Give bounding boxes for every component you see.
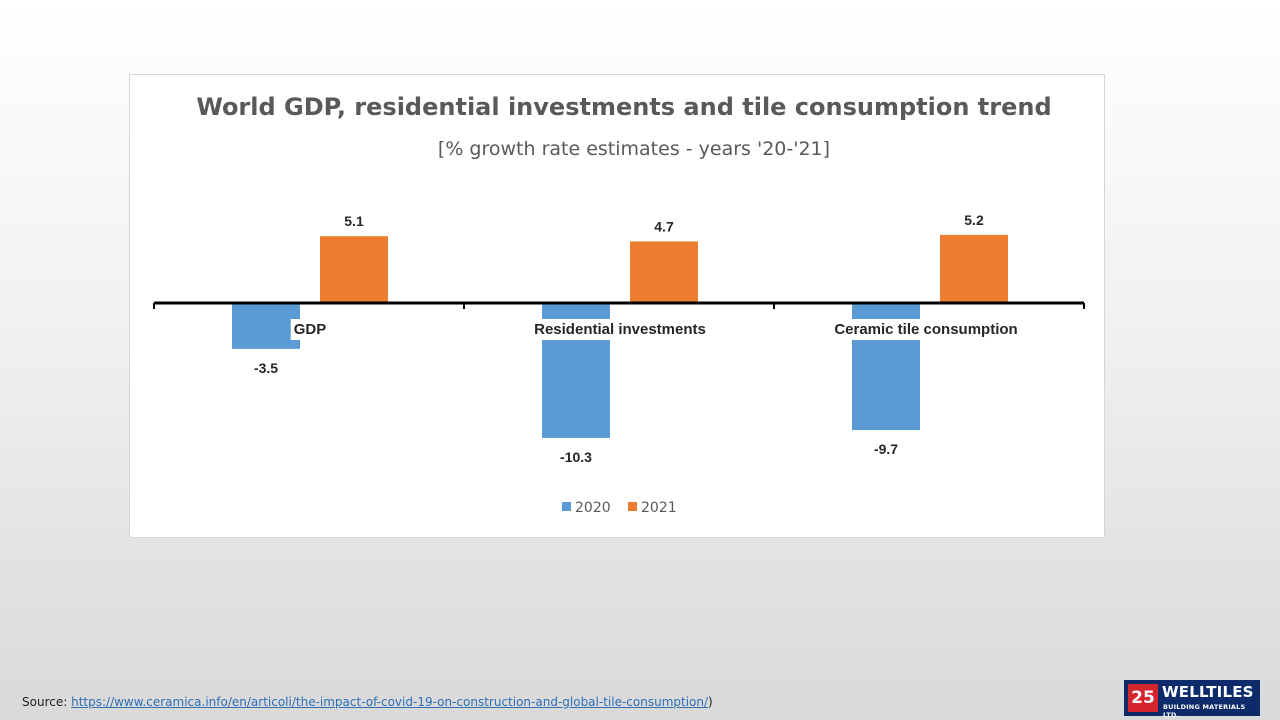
legend-swatch-2021 (628, 502, 637, 511)
legend-swatch-2020 (562, 502, 571, 511)
source-trailing: ) (708, 695, 713, 709)
data-label-2021-0: 5.1 (344, 213, 364, 229)
category-label-bg-2 (831, 319, 1021, 340)
chart-title: World GDP, residential investments and t… (196, 93, 1051, 121)
category-label-0: GDP (294, 321, 327, 338)
welltiles-logo: 25 WELLTILES BUILDING MATERIALS LTD. (1124, 680, 1260, 719)
source-label: Source: (22, 695, 68, 709)
chart-subtitle: [% growth rate estimates - years '20-'21… (438, 138, 830, 160)
category-label-2: Ceramic tile consumption (834, 321, 1017, 338)
category-label-bg-0 (290, 319, 330, 340)
legend-label-2020: 2020 (575, 500, 611, 516)
data-label-2021-2: 5.2 (964, 212, 984, 228)
chart-panel: World GDP, residential investments and t… (129, 74, 1105, 538)
plot-area: -3.5 5.1 -10.3 4.7 -9.7 5.2 GDP Residential inv… (153, 212, 1085, 516)
chart-svg: World GDP, residential investments and t… (153, 93, 1085, 516)
category-label-1: Residential investments (534, 321, 706, 338)
source-link[interactable]: https://www.ceramica.info/en/articoli/th… (71, 695, 709, 709)
data-label-2020-2: -9.7 (874, 441, 898, 457)
logo-mark: 25 (1128, 684, 1158, 712)
data-label-2020-0: -3.5 (254, 360, 278, 376)
bar-2020-0 (232, 303, 300, 349)
bar-2021-2 (940, 234, 1008, 303)
data-label-2021-1: 4.7 (654, 218, 674, 234)
source-footer: Source: https://www.ceramica.info/en/art… (22, 695, 713, 709)
bar-2021-1 (630, 241, 698, 303)
legend-label-2021: 2021 (641, 500, 677, 516)
data-label-2020-1: -10.3 (560, 449, 592, 465)
bar-2021-0 (320, 236, 388, 303)
category-label-bg-1 (531, 319, 709, 340)
logo-name: WELLTILES (1162, 683, 1254, 701)
logo-tagline: BUILDING MATERIALS LTD. (1163, 703, 1246, 719)
